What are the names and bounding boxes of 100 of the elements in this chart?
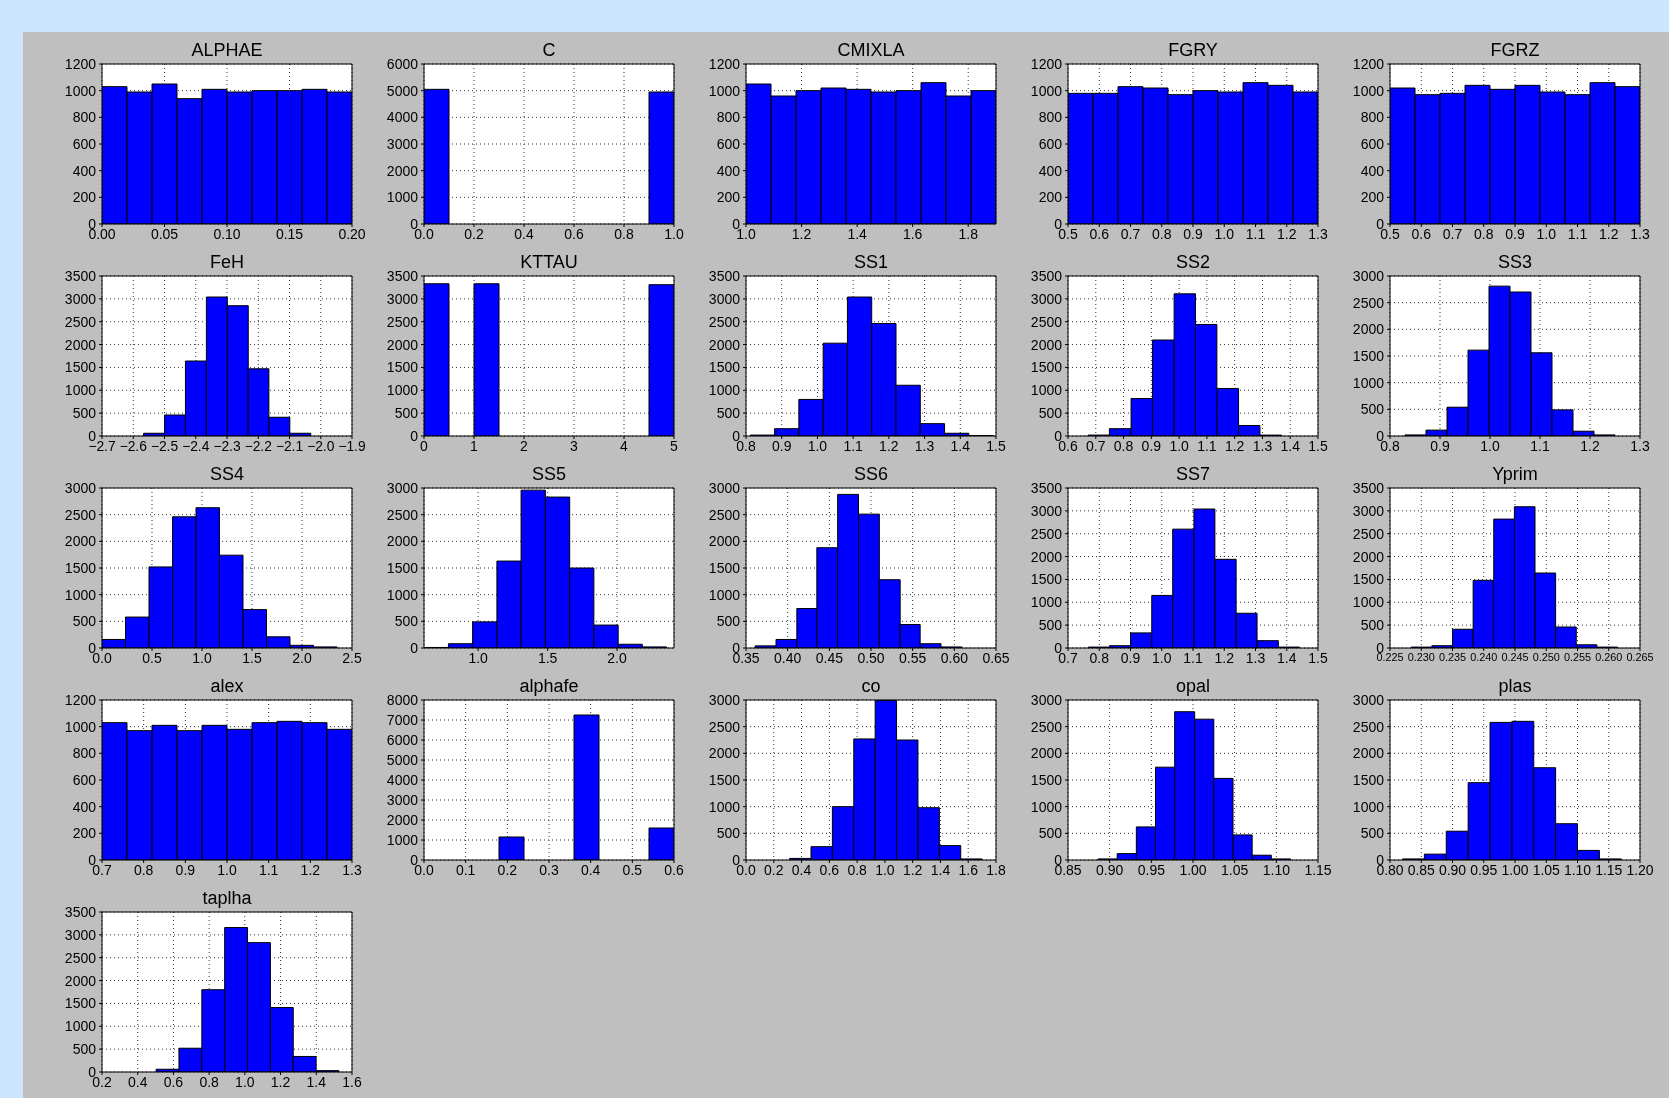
y-tick-label: 1000 (1030, 82, 1063, 99)
chart-title: SS2 (1175, 251, 1211, 273)
y-tick-label: 1000 (1030, 594, 1063, 611)
x-tick-label: 0.85 (1407, 861, 1436, 878)
x-tick-label: 1.5 (1308, 437, 1328, 454)
y-tick-label: 2000 (1352, 548, 1385, 565)
y-tick-label: 3500 (1030, 479, 1063, 496)
x-tick-label: −2.0 (307, 438, 335, 454)
x-tick-label: −2.2 (244, 438, 272, 454)
y-tick-label: 2500 (1030, 313, 1063, 330)
x-tick-label: 0.6 (163, 1073, 184, 1090)
y-tick-label: 1200 (1352, 55, 1385, 72)
x-tick-label: 1.3 (342, 861, 362, 878)
y-tick-label: 500 (1360, 617, 1385, 634)
y-tick-label: 2000 (64, 336, 97, 353)
y-tick-label: 2000 (708, 533, 741, 550)
x-tick-label: 1.0 (468, 649, 489, 666)
x-tick-label: 1.1 (1245, 225, 1266, 242)
x-tick-label: 0.95 (1470, 861, 1498, 878)
y-tick-label: 500 (716, 613, 741, 630)
x-tick-label: 0.60 (940, 649, 969, 666)
x-tick-label: 1.0 (235, 1073, 255, 1090)
x-tick-label: 1.1 (1530, 437, 1550, 454)
x-tick-label: 0.90 (1096, 861, 1124, 878)
y-tick-label: 500 (72, 613, 97, 630)
y-tick-label: 1500 (708, 359, 741, 376)
y-tick-label: 200 (72, 189, 97, 206)
y-tick-label: 3000 (386, 135, 419, 152)
y-tick-label: 8000 (386, 691, 419, 708)
y-tick-label: 3000 (386, 479, 419, 496)
x-tick-label: 0.95 (1137, 861, 1166, 878)
x-tick-label: 1 (470, 437, 479, 454)
x-tick-label: 1.4 (930, 861, 951, 878)
x-tick-label: −2.5 (150, 438, 179, 454)
x-tick-label: 1.4 (847, 225, 868, 242)
x-tick-label: 0.2 (464, 225, 484, 242)
x-tick-label: 0.9 (1120, 649, 1141, 666)
y-tick-label: 3000 (386, 290, 419, 307)
y-tick-label: 6000 (386, 731, 419, 748)
x-tick-label: 1.8 (958, 225, 979, 242)
y-tick-label: 400 (1360, 162, 1385, 179)
chart-title: SS6 (853, 463, 889, 485)
y-tick-label: 2000 (708, 745, 741, 762)
y-tick-label: 1500 (1352, 771, 1385, 788)
y-tick-label: 1500 (708, 559, 741, 576)
x-tick-label: 0.90 (1438, 861, 1467, 878)
y-tick-label: 1000 (64, 586, 97, 603)
chart-title: FGRY (1167, 39, 1219, 61)
y-tick-label: 200 (72, 825, 97, 842)
y-tick-label: 3500 (1352, 479, 1385, 496)
x-tick-label: 4 (620, 437, 629, 454)
x-tick-label: 1.0 (1480, 437, 1500, 454)
x-tick-label: 0.55 (899, 649, 927, 666)
x-tick-label: 1.15 (1595, 861, 1623, 878)
y-tick-label: 200 (1038, 189, 1063, 206)
chart-title: opal (1175, 675, 1211, 697)
chart-title: taplha (201, 887, 253, 909)
y-tick-label: 3500 (64, 267, 97, 284)
x-tick-label: 0.255 (1563, 650, 1592, 663)
y-tick-label: 3000 (1030, 502, 1063, 519)
y-tick-label: 1000 (386, 586, 419, 603)
x-tick-label: 1.0 (875, 861, 895, 878)
x-tick-label: 0.6 (564, 225, 584, 242)
y-tick-label: 500 (1038, 825, 1063, 842)
x-tick-label: 1.0 (192, 649, 212, 666)
x-tick-label: 1.1 (1197, 437, 1217, 454)
x-tick-label: 1.1 (258, 861, 279, 878)
x-tick-label: 0.4 (791, 861, 812, 878)
x-tick-label: 0.9 (1183, 225, 1203, 242)
x-tick-label: 3 (570, 437, 579, 454)
x-tick-label: 0.4 (127, 1073, 148, 1090)
chart-title: FeH (209, 251, 245, 273)
y-tick-label: 1500 (64, 359, 97, 376)
x-tick-label: 0.8 (133, 861, 154, 878)
y-tick-label: 1000 (64, 82, 97, 99)
x-tick-label: 1.1 (843, 437, 864, 454)
y-tick-label: 2500 (1352, 525, 1385, 542)
y-tick-label: 500 (1360, 825, 1385, 842)
y-tick-label: 3000 (1030, 691, 1063, 708)
y-tick-label: 200 (1360, 189, 1385, 206)
x-tick-label: 0.265 (1626, 650, 1654, 663)
y-tick-label: 800 (1038, 109, 1063, 126)
y-tick-label: 1000 (1352, 798, 1385, 815)
y-tick-label: 500 (716, 405, 741, 422)
x-tick-label: 0.6 (1089, 225, 1110, 242)
y-tick-label: 1200 (64, 55, 97, 72)
y-tick-label: 3000 (708, 290, 741, 307)
x-tick-label: 0.2 (497, 861, 518, 878)
chart-title: ALPHAE (190, 39, 264, 61)
y-tick-label: 1000 (708, 798, 741, 815)
x-tick-label: 0.9 (1505, 225, 1525, 242)
y-tick-label: 2000 (386, 336, 419, 353)
y-tick-label: 2500 (64, 506, 97, 523)
x-tick-label: 0.40 (774, 649, 802, 666)
y-tick-label: 800 (716, 109, 741, 126)
x-tick-label: 1.2 (902, 861, 923, 878)
y-tick-label: 3000 (708, 479, 741, 496)
y-tick-label: 2000 (386, 162, 419, 179)
x-tick-label: 0.9 (771, 437, 792, 454)
y-tick-label: 2500 (708, 506, 741, 523)
